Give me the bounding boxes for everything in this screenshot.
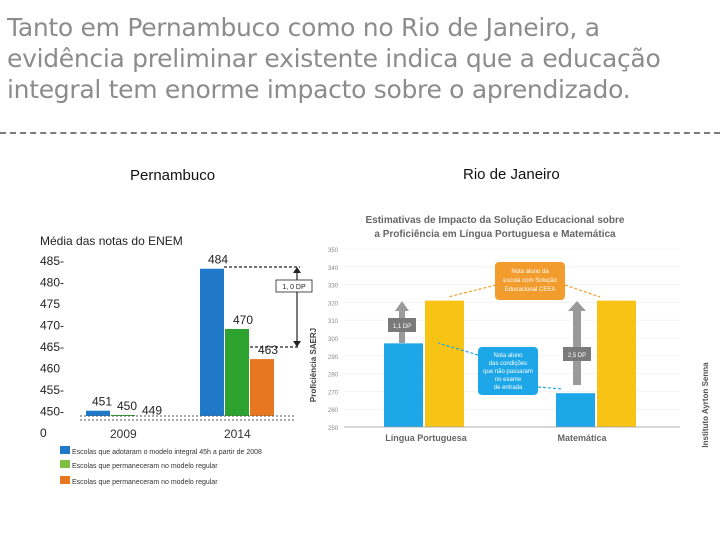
rj-category-matematica: Matemática <box>557 433 607 443</box>
rj-callout-orange-pointer-2 <box>564 284 601 298</box>
pe-y-tick: 470- <box>40 319 64 333</box>
pe-y-tick: 460 <box>40 362 60 376</box>
pe-value-label: 470 <box>233 313 253 327</box>
rj-y-tick: 250 <box>328 426 339 432</box>
rj-callout-orange-text: Nota aluno da escola com Solução Educacion… <box>503 269 557 293</box>
rj-callout-blue-text: Nota aluno das condições que não passaram n… <box>483 353 533 391</box>
pe-chart-title: Média das notas do ENEM <box>40 234 183 248</box>
rj-title-line-2: a Proficiência em Língua Portuguesa e Ma… <box>374 229 616 240</box>
pe-y-tick: 485- <box>40 254 64 268</box>
pe-category-2009: 2009 <box>110 427 137 441</box>
rj-y-tick: 330 <box>328 284 339 290</box>
pe-value-label: 449 <box>142 403 162 417</box>
rj-y-tick: 310 <box>328 319 339 325</box>
rj-source: Instituto Ayrton Senna <box>701 362 710 448</box>
pe-category-2014: 2014 <box>224 427 251 441</box>
rj-effect-label-1-box <box>388 318 416 332</box>
rj-y-tick: 350 <box>328 248 339 254</box>
pe-legend-label-1: Escolas que adotaram o modelo integral 4… <box>72 449 262 456</box>
pe-y-tick: 480- <box>40 276 64 290</box>
pe-bar-2014-1 <box>225 328 249 416</box>
rj-bar-0-0 <box>384 343 423 427</box>
rj-category-portugues: Língua Portuguesa <box>385 433 468 443</box>
rj-callout-blue <box>478 347 538 395</box>
pe-value-label: 484 <box>208 253 228 267</box>
rj-y-tick: 260 <box>328 408 339 414</box>
pe-legend-swatch-2 <box>60 460 70 468</box>
rj-y-tick: 280 <box>328 373 339 379</box>
rj-y-tick: 320 <box>328 301 339 307</box>
rio-panel-label: Rio de Janeiro <box>463 166 560 183</box>
pe-legend-swatch-1 <box>60 446 70 454</box>
slide-title: Tanto em Pernambuco como no Rio de Janei… <box>7 13 661 104</box>
pe-bar-2009-0 <box>86 410 110 416</box>
pe-value-label: 451 <box>92 395 112 409</box>
rj-callout-orange-pointer <box>447 284 497 298</box>
pe-y-tick: 475 <box>40 297 60 311</box>
pernambuco-panel-label: Pernambuco <box>130 167 216 184</box>
rj-effect-label-2: 2,5 DP <box>568 353 586 359</box>
pe-legend-swatch-3 <box>60 476 70 484</box>
rj-y-tick: 290 <box>328 355 339 361</box>
pe-arrow-down <box>293 341 301 347</box>
pe-annotation-box <box>275 279 313 293</box>
pe-bar-2014-0 <box>200 268 224 416</box>
rj-bar-0-1 <box>425 300 464 427</box>
pe-y-tick: 465- <box>40 340 64 354</box>
rj-effect-label-1: 1,1 DP <box>393 324 411 330</box>
rj-y-axis-label: Proficiência SAERJ <box>309 328 318 402</box>
rj-callout-orange <box>495 262 565 300</box>
rj-bar-1-1 <box>597 300 636 427</box>
pe-y-tick: 0 <box>40 426 47 440</box>
pe-legend-label-2: Escolas que permaneceram no modelo regul… <box>72 463 218 470</box>
pe-legend: Escolas que adotaram o modelo integral 4… <box>60 446 262 486</box>
pe-y-tick: 450- <box>40 405 64 419</box>
rj-effect-arrow-1-head <box>395 301 409 311</box>
title-divider <box>0 132 720 134</box>
rj-bar-1-0 <box>556 393 595 427</box>
rj-callout-blue-pointer <box>437 342 479 356</box>
rj-y-tick: 300 <box>328 337 339 343</box>
pe-value-label: 450 <box>117 399 137 413</box>
rj-y-tick: 340 <box>328 266 339 272</box>
pe-bar-2009-1 <box>111 415 135 416</box>
pe-bar-2014-2 <box>250 359 274 416</box>
pe-annotation-text: 1, 0 DP <box>282 284 306 291</box>
pe-value-label: 463 <box>258 343 278 357</box>
rj-callout-blue-pointer-2 <box>537 386 563 390</box>
rj-y-tick: 270 <box>328 390 339 396</box>
rj-effect-arrow-2-head <box>568 301 586 311</box>
pe-legend-label-3: Escolas que permaneceram no modelo regul… <box>72 479 218 486</box>
rj-effect-label-2-box <box>563 347 591 361</box>
rj-title-line-1: Estimativas de Impacto da Solução Educac… <box>366 215 625 226</box>
pernambuco-chart: Média das notas do ENEM 485- 480- 475 470- 4… <box>40 234 313 441</box>
rio-chart: Estimativas de Impacto da Solução Educac… <box>309 215 710 448</box>
pe-y-tick: 455- <box>40 383 64 397</box>
pe-arrow-up <box>293 267 301 273</box>
